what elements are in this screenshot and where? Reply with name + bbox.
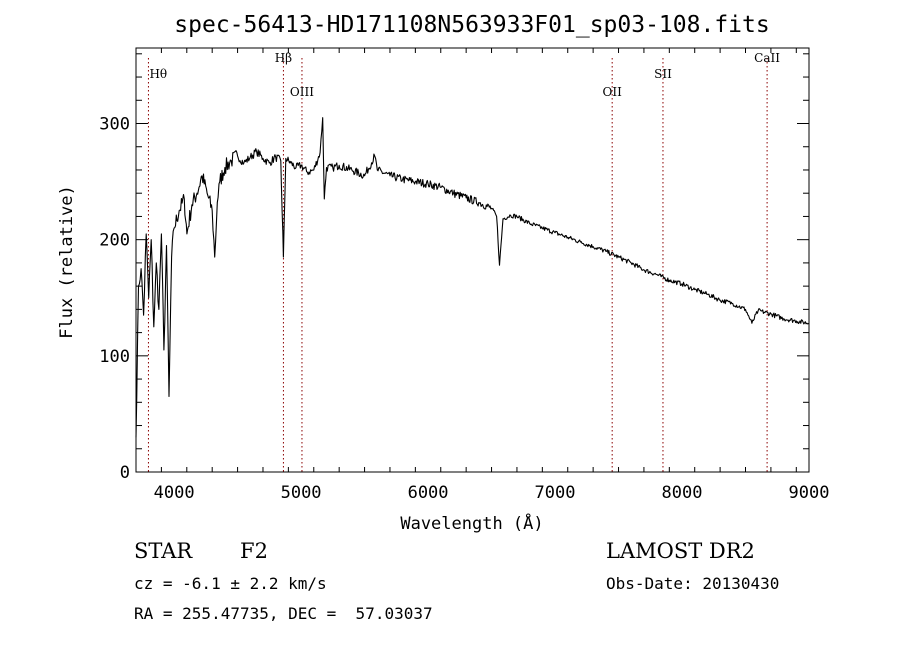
object-subclass: F2 xyxy=(240,539,268,563)
line-marker-label: CaII xyxy=(754,51,780,65)
x-tick-label: 6000 xyxy=(408,483,449,503)
y-tick-label: 200 xyxy=(99,231,130,251)
line-marker-label: SII xyxy=(654,67,672,81)
redshift-cz: cz = -6.1 ± 2.2 km/s xyxy=(134,574,327,593)
coordinates: RA = 255.47735, DEC = 57.03037 xyxy=(134,604,433,623)
x-tick-label: 8000 xyxy=(662,483,703,503)
x-tick-label: 7000 xyxy=(535,483,576,503)
line-marker-label: Hθ xyxy=(149,67,167,81)
x-tick-label: 4000 xyxy=(154,483,195,503)
y-tick-label: 100 xyxy=(99,347,130,367)
plot-frame xyxy=(135,47,810,473)
y-axis-label: Flux (relative) xyxy=(57,185,77,339)
survey-name: LAMOST DR2 xyxy=(606,539,755,563)
observation-date: Obs-Date: 20130430 xyxy=(606,574,780,593)
spectrum-line xyxy=(135,117,810,438)
x-tick-label: 9000 xyxy=(789,483,830,503)
line-marker-label: Hβ xyxy=(275,51,292,65)
line-marker-label: OIII xyxy=(290,85,314,99)
chart-title: spec-56413-HD171108N563933F01_sp03-108.f… xyxy=(174,12,769,38)
line-marker-label: OII xyxy=(603,85,623,99)
y-tick-label: 300 xyxy=(99,115,130,135)
y-tick-label: 0 xyxy=(120,463,130,483)
x-tick-label: 5000 xyxy=(281,483,322,503)
object-class: STAR xyxy=(134,539,193,563)
plot-area: 4000 5000 6000 7000 8000 9000 0 100 200 300 Hθ Hβ OI… xyxy=(99,47,830,503)
x-axis-label: Wavelength (Å) xyxy=(400,512,543,534)
